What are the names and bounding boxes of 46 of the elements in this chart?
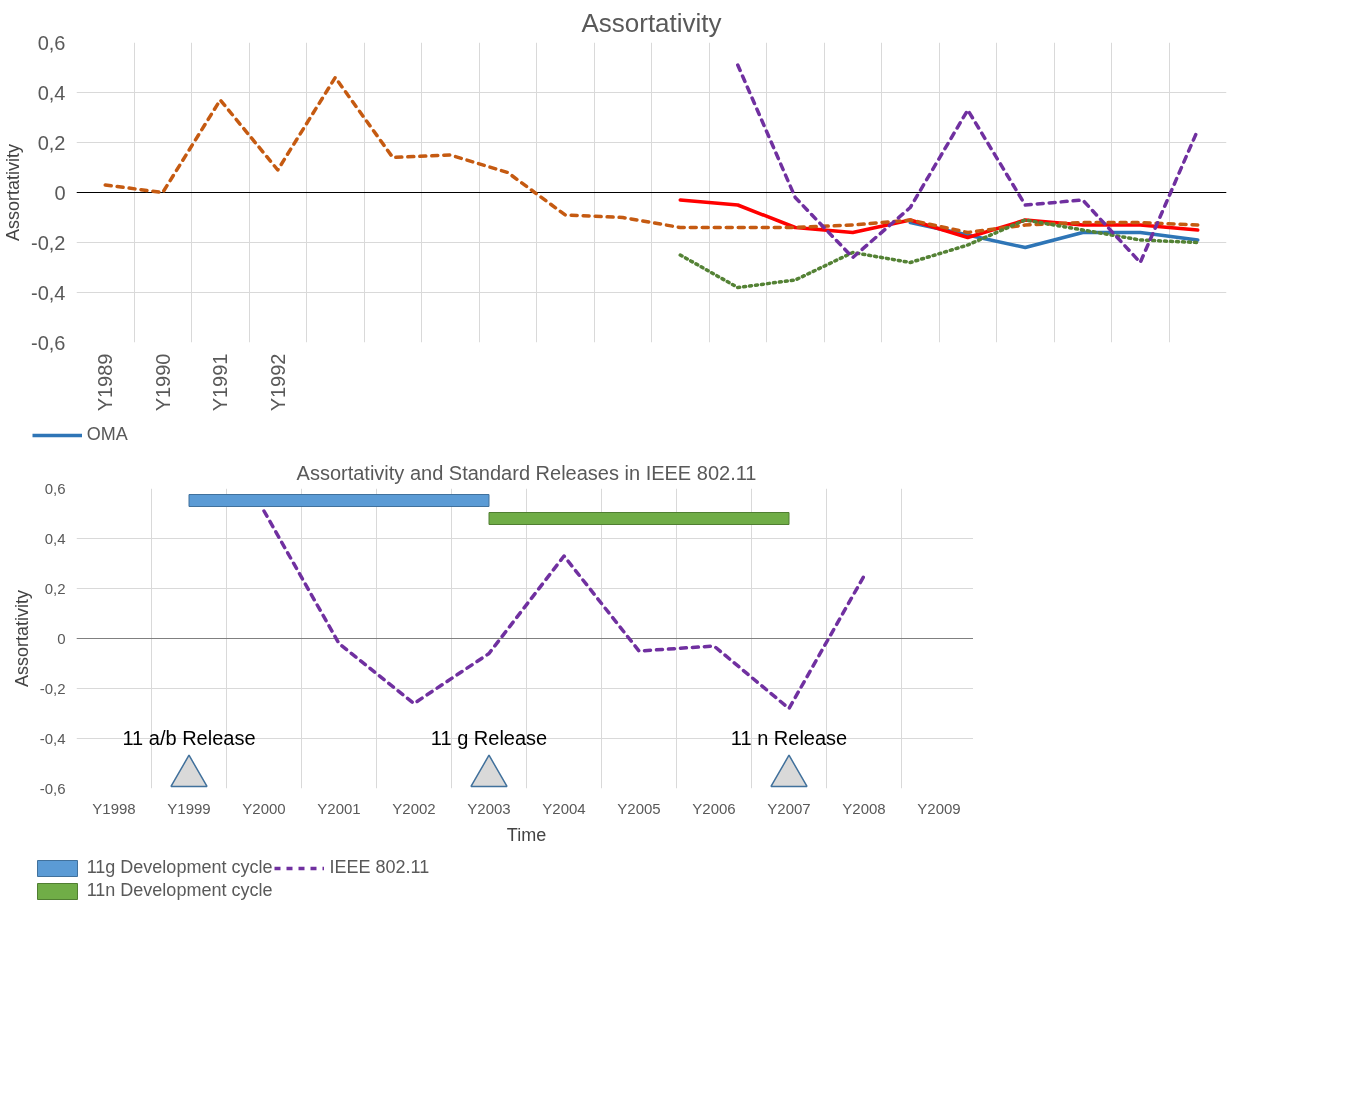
y-tick-label: 0,6 [37, 31, 66, 54]
x-tick-label: Y1991 [209, 353, 232, 412]
x-tick-label: Y2005 [617, 799, 661, 817]
y-tick-label: 0,2 [37, 131, 66, 154]
y-tick-label: -0,4 [31, 281, 66, 304]
chart-title: Assortativity and Standard Releases in IEEE 802.11 [296, 461, 757, 484]
line-series [103, 75, 1200, 235]
line-series [678, 218, 1200, 290]
annotation: 11 n Release [730, 726, 848, 749]
x-tick-label: Y2002 [392, 799, 436, 817]
y-tick-label: -0,4 [39, 729, 66, 747]
y-tick-label: -0,6 [31, 331, 66, 354]
line-series [262, 509, 866, 711]
legend-label: IEEE 802.11 [329, 857, 430, 878]
chart-title: Assortativity [581, 7, 722, 38]
annotation: 11 g Release [430, 726, 548, 749]
x-tick-label: Y2008 [842, 799, 886, 817]
y-tick-label: -0,2 [39, 679, 66, 697]
y-tick-label: 0,4 [37, 81, 66, 104]
y-tick-label: 0,4 [44, 529, 66, 547]
x-tick-label: Y2001 [317, 799, 361, 817]
x-tick-label: Y2006 [692, 799, 736, 817]
legend-label: 11n Development cycle [86, 880, 273, 901]
x-tick-label: Y2009 [917, 799, 961, 817]
x-tick-label: Y1990 [151, 353, 174, 412]
x-tick-label: Y1998 [92, 799, 136, 817]
y-tick-label: 0,6 [44, 479, 66, 497]
line-series [736, 63, 1200, 265]
y-axis-title: Assortativity [11, 589, 32, 688]
x-tick-label: Y1992 [266, 353, 289, 412]
x-tick-label: Y2000 [242, 799, 286, 817]
x-tick-label: Y2003 [467, 799, 511, 817]
y-tick-label: -0,2 [31, 231, 66, 254]
x-tick-label: Y2004 [542, 799, 586, 817]
y-tick-label: 0,2 [44, 579, 66, 597]
legend-label: 11g Development cycle [86, 857, 273, 878]
y-tick-label: 0 [57, 629, 66, 647]
x-tick-label: Y1999 [167, 799, 211, 817]
y-tick-label: 0 [54, 181, 66, 204]
x-axis-title: Time [506, 824, 547, 845]
legend-label: OMA [86, 424, 128, 445]
x-tick-label: Y1989 [94, 353, 117, 412]
y-tick-label: -0,6 [39, 779, 66, 797]
y-axis-title: Assortativity [3, 143, 24, 242]
annotation: 11 a/b Release [122, 726, 256, 749]
x-tick-label: Y2007 [767, 799, 811, 817]
